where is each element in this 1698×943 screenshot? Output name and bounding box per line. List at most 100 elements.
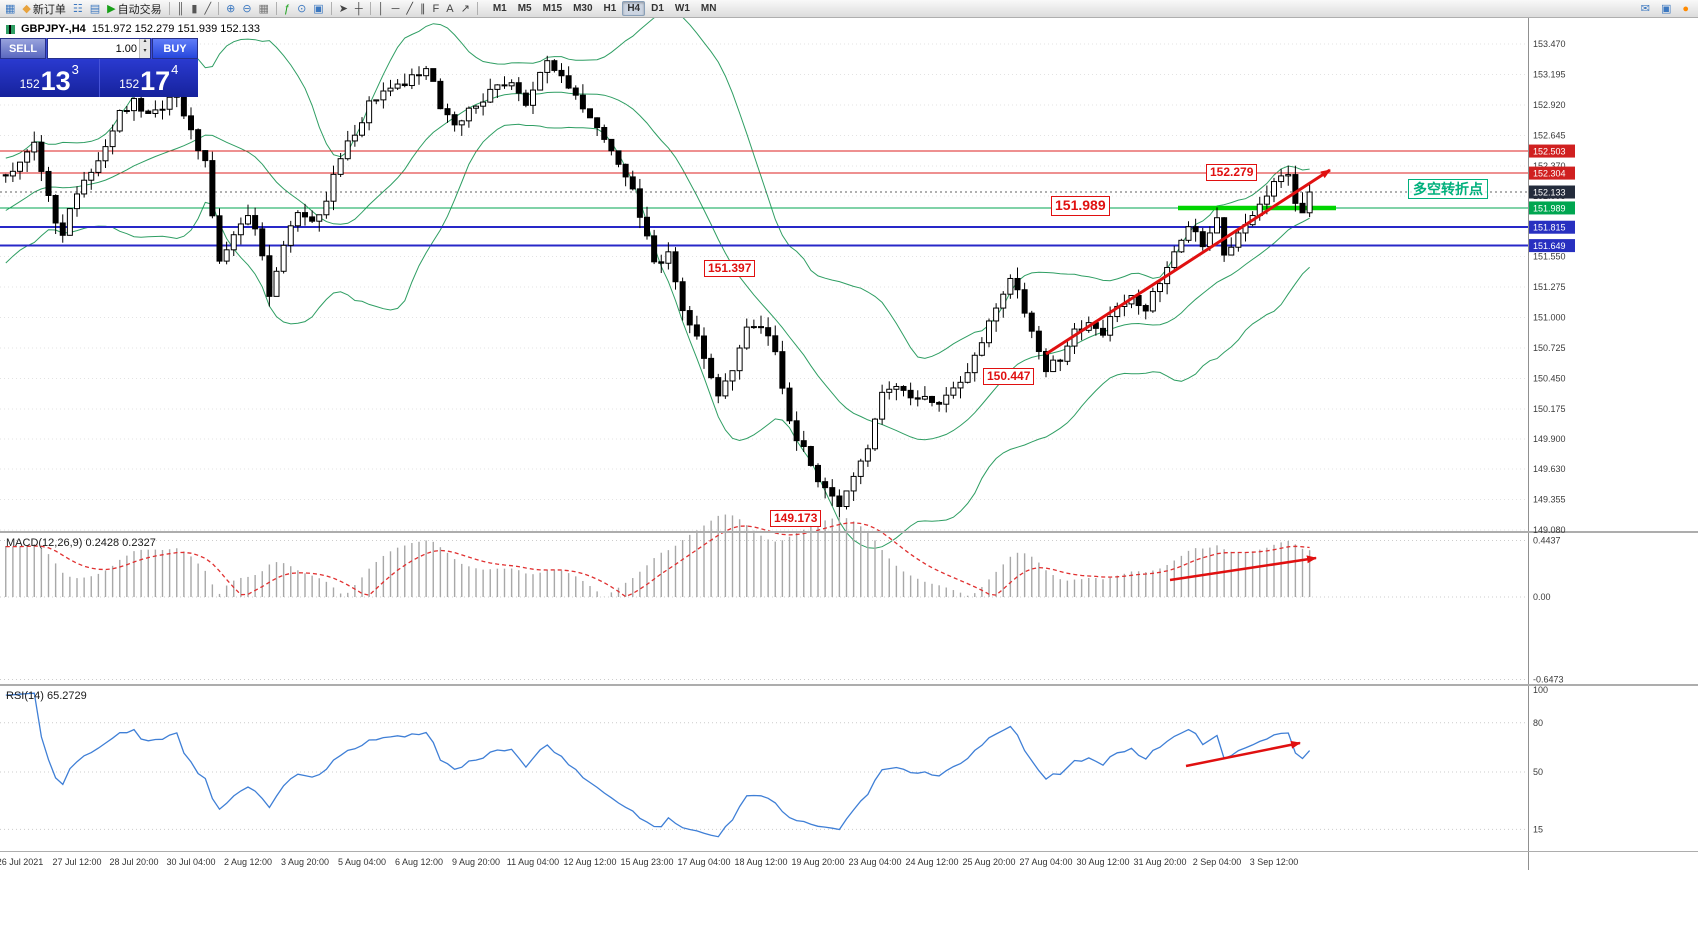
- vertical-line-icon: │: [377, 2, 385, 15]
- fibonacci-button[interactable]: F: [430, 1, 443, 17]
- vertical-line-button[interactable]: │: [375, 1, 388, 17]
- market-watch-button[interactable]: ☷: [70, 1, 86, 17]
- svg-text:0.00: 0.00: [1533, 592, 1551, 602]
- timeframe-M15[interactable]: M15: [542, 3, 563, 14]
- notifications-icon: ▣: [1660, 2, 1672, 15]
- svg-text:24 Aug 12:00: 24 Aug 12:00: [905, 857, 958, 867]
- svg-text:18 Aug 12:00: 18 Aug 12:00: [734, 857, 787, 867]
- timeframe-M30[interactable]: M30: [573, 3, 593, 14]
- tile-windows-button[interactable]: ▦: [256, 1, 272, 17]
- horizontal-line-button[interactable]: ─: [389, 1, 403, 17]
- notifications-icon[interactable]: ▣: [1658, 1, 1674, 17]
- broker-status-icon[interactable]: ●: [1679, 1, 1692, 17]
- data-window-button[interactable]: ▤: [87, 1, 103, 17]
- mail-icon[interactable]: ✉: [1638, 1, 1653, 17]
- ohlc-values: 151.972 152.279 151.939 152.133: [91, 23, 261, 35]
- line-chart-icon: ╱: [204, 2, 212, 15]
- svg-text:5 Aug 04:00: 5 Aug 04:00: [338, 857, 386, 867]
- auto-trading-button[interactable]: ▶ 自动交易: [104, 1, 164, 17]
- svg-text:17 Aug 04:00: 17 Aug 04:00: [677, 857, 730, 867]
- indicators-button[interactable]: ƒ: [281, 1, 293, 17]
- horizontal-levels[interactable]: [0, 150, 1528, 247]
- new-order-button-label: 新订单: [32, 3, 66, 16]
- zoom-in-icon: ⊕: [226, 2, 236, 15]
- toolbar-right-group: ✉ ▣ ●: [1638, 1, 1696, 17]
- svg-text:-0.6473: -0.6473: [1533, 674, 1564, 684]
- text-button[interactable]: A: [443, 1, 456, 17]
- volume-input[interactable]: [48, 39, 139, 58]
- new-order-button[interactable]: ◆ 新订单: [19, 1, 68, 17]
- svg-text:152.503: 152.503: [1533, 147, 1566, 157]
- svg-text:19 Aug 20:00: 19 Aug 20:00: [791, 857, 844, 867]
- templates-button[interactable]: ▣: [310, 1, 326, 17]
- ask-whole: 152: [119, 77, 140, 91]
- horizontal-line-icon: ─: [391, 2, 400, 15]
- svg-text:151.550: 151.550: [1533, 252, 1566, 262]
- timeframe-M1[interactable]: M1: [492, 3, 507, 14]
- one-click-trading-panel: SELL ▴ ▾ BUY 152 13 3 152 17 4: [0, 38, 198, 97]
- volume-spinner[interactable]: ▴ ▾: [139, 38, 150, 58]
- svg-text:3 Sep 12:00: 3 Sep 12:00: [1250, 857, 1299, 867]
- bid-quote[interactable]: 152 13 3: [0, 59, 100, 97]
- channel-button[interactable]: ∥: [417, 1, 429, 17]
- macd-indicator-label: MACD(12,26,9) 0.2428 0.2327: [6, 537, 156, 549]
- sell-button[interactable]: SELL: [0, 38, 46, 59]
- svg-text:12 Aug 12:00: 12 Aug 12:00: [563, 857, 616, 867]
- symbol-icon: [6, 24, 15, 34]
- chart-objects[interactable]: [1045, 168, 1331, 768]
- rsi-indicator-label: RSI(14) 65.2729: [6, 690, 87, 702]
- bid-pipette: 3: [71, 62, 79, 77]
- auto-trading-button-label: 自动交易: [117, 3, 162, 16]
- crosshair-button[interactable]: ┼: [352, 1, 366, 17]
- spin-down-icon[interactable]: ▾: [139, 48, 150, 58]
- cursor-button[interactable]: ➤: [336, 1, 351, 17]
- svg-text:149.900: 149.900: [1533, 434, 1566, 444]
- svg-text:15 Aug 23:00: 15 Aug 23:00: [620, 857, 673, 867]
- ask-quote[interactable]: 152 17 4: [100, 59, 199, 97]
- bar-chart-icon: ║: [176, 2, 185, 15]
- broker-status-icon: ●: [1682, 2, 1689, 15]
- zoom-in-button[interactable]: ⊕: [223, 1, 238, 17]
- buy-button[interactable]: BUY: [152, 38, 198, 59]
- fibonacci-icon: F: [432, 2, 440, 15]
- timeframe-D1[interactable]: D1: [651, 3, 664, 14]
- svg-text:26 Jul 2021: 26 Jul 2021: [0, 857, 43, 867]
- candlestick-button[interactable]: ▮: [188, 1, 200, 17]
- data-window-icon: ▤: [89, 2, 101, 15]
- trade-controls-row: SELL ▴ ▾ BUY: [0, 38, 198, 59]
- zoom-out-icon: ⊖: [242, 2, 252, 15]
- price-axis[interactable]: 153.470153.195152.920152.645152.370152.0…: [0, 18, 1698, 870]
- trendline-icon: ╱: [406, 2, 414, 15]
- svg-text:11 Aug 04:00: 11 Aug 04:00: [507, 857, 559, 867]
- new-chart-button[interactable]: ▦: [2, 1, 18, 17]
- timeframe-H1[interactable]: H1: [603, 3, 617, 14]
- svg-text:150.175: 150.175: [1533, 404, 1566, 414]
- zoom-out-button[interactable]: ⊖: [239, 1, 254, 17]
- bar-chart-button[interactable]: ║: [174, 1, 188, 17]
- svg-text:50: 50: [1533, 767, 1543, 777]
- time-axis[interactable]: 26 Jul 2021 27 Jul 12:00 28 Jul 20:00 30 Ju…: [0, 857, 1298, 867]
- bid-pips: 13: [40, 66, 71, 96]
- timeframe-H4[interactable]: H4: [622, 1, 646, 16]
- svg-text:149.630: 149.630: [1533, 464, 1566, 474]
- indicator-layer: [0, 514, 1528, 838]
- timeframe-W1[interactable]: W1: [674, 3, 690, 14]
- svg-text:151.989: 151.989: [1533, 203, 1566, 213]
- svg-text:9 Aug 20:00: 9 Aug 20:00: [452, 857, 500, 867]
- timeframe-MN[interactable]: MN: [700, 3, 717, 14]
- svg-text:149.080: 149.080: [1533, 525, 1566, 535]
- toolbar-separator: [218, 2, 220, 15]
- window-bottom-space: [0, 870, 1698, 943]
- trendline-button[interactable]: ╱: [403, 1, 416, 17]
- toolbar-separator: [330, 2, 332, 15]
- arrows-button[interactable]: ↗: [458, 1, 473, 17]
- toolbar: ▦ ◆ 新订单 ☷ ▤ ▶ 自动交易 ║ ▮ ╱ ⊕ ⊖ ▦ ƒ ⊙ ▣ ➤ ┼ │ ─ ╱ ∥ F A ↗ M1 M5 M15 M30…: [0, 0, 1698, 18]
- quote-row: 152 13 3 152 17 4: [0, 59, 198, 97]
- chart-canvas[interactable]: 153.470153.195152.920152.645152.370152.0…: [0, 18, 1698, 870]
- periods-button[interactable]: ⊙: [294, 1, 309, 17]
- line-chart-button[interactable]: ╱: [201, 1, 214, 17]
- mail-icon: ✉: [1640, 2, 1650, 15]
- candles-layer: [2, 55, 1313, 520]
- spin-up-icon[interactable]: ▴: [139, 38, 150, 49]
- timeframe-M5[interactable]: M5: [517, 3, 532, 14]
